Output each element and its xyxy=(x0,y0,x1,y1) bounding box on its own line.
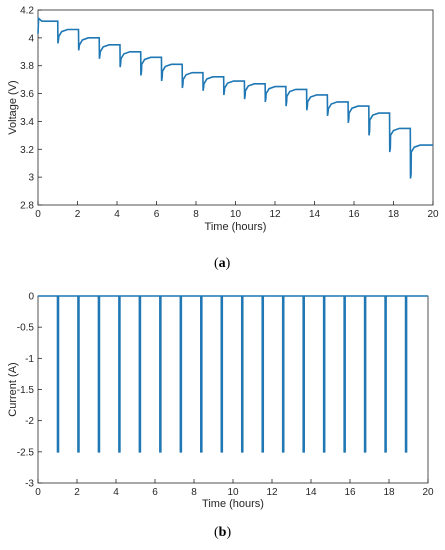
voltage-y-tick-label: 4.2 xyxy=(20,6,34,17)
current-x-tick-label: 4 xyxy=(113,487,119,498)
voltage-y-tick-label: 3.8 xyxy=(20,61,34,72)
voltage-x-tick-label: 0 xyxy=(35,209,41,220)
voltage-x-tick-label: 18 xyxy=(388,209,400,220)
voltage-y-tick-label: 2.8 xyxy=(20,201,34,212)
voltage-x-tick-label: 6 xyxy=(154,209,160,220)
current-x-tick-label: 20 xyxy=(422,487,434,498)
current-x-tick-label: 14 xyxy=(305,487,317,498)
current-x-tick-label: 8 xyxy=(191,487,197,498)
voltage-x-tick-label: 2 xyxy=(75,209,81,220)
voltage-panel: 0 2 4 6 8 10 12 14 16 18 20 2.8 3 3.2 3.4 3.6 3.8 4 4.2 T… xyxy=(7,6,439,234)
current-y-tick-label: -1 xyxy=(25,354,34,365)
current-x-tick-label: 2 xyxy=(74,487,80,498)
voltage-y-tick-label: 4 xyxy=(28,33,34,44)
current-x-tick-label: 16 xyxy=(344,487,356,498)
caption-b: (b) xyxy=(214,525,232,540)
voltage-plot-frame xyxy=(37,9,434,206)
current-x-tick-label: 18 xyxy=(383,487,395,498)
voltage-y-tick-label: 3 xyxy=(28,173,34,184)
voltage-x-tick-label: 20 xyxy=(427,209,439,220)
voltage-x-tick-label: 10 xyxy=(230,209,242,220)
voltage-x-ticks: 0 2 4 6 8 10 12 14 16 18 20 xyxy=(35,201,439,220)
current-panel: 0 2 4 6 8 10 12 14 16 18 20 0 -0.5 -1 -1.5 -2 -2.5 -3 Ti… xyxy=(7,292,434,511)
voltage-y-ticks: 2.8 3 3.2 3.4 3.6 3.8 4 4.2 xyxy=(20,6,42,212)
current-y-tick-label: -2 xyxy=(25,416,34,427)
voltage-x-tick-label: 4 xyxy=(114,209,120,220)
current-x-axis-label: Time (hours) xyxy=(202,498,264,510)
voltage-x-tick-label: 8 xyxy=(193,209,199,220)
current-y-tick-label: -2.5 xyxy=(17,447,35,458)
voltage-y-tick-label: 3.2 xyxy=(20,145,34,156)
current-y-axis-label: Current (A) xyxy=(7,362,19,416)
current-series-line xyxy=(38,295,428,453)
voltage-x-tick-label: 16 xyxy=(348,209,360,220)
current-y-tick-label: -3 xyxy=(25,479,34,490)
current-x-tick-label: 0 xyxy=(35,487,41,498)
caption-a: (a) xyxy=(214,256,231,271)
current-x-ticks: 0 2 4 6 8 10 12 14 16 18 20 xyxy=(35,479,434,498)
voltage-x-axis-label: Time (hours) xyxy=(205,221,267,233)
voltage-y-tick-label: 3.4 xyxy=(20,117,34,128)
voltage-x-tick-label: 14 xyxy=(309,209,321,220)
current-x-tick-label: 12 xyxy=(266,487,278,498)
voltage-y-axis-label: Voltage (V) xyxy=(7,80,19,134)
current-y-tick-label: 0 xyxy=(28,292,34,303)
current-plot-frame xyxy=(37,295,429,484)
voltage-y-tick-label: 3.6 xyxy=(20,89,34,100)
current-y-tick-label: -1.5 xyxy=(17,385,35,396)
voltage-series-line xyxy=(37,16,433,179)
voltage-x-tick-label: 12 xyxy=(269,209,281,220)
current-y-tick-label: -0.5 xyxy=(17,323,35,334)
current-x-tick-label: 6 xyxy=(152,487,158,498)
current-x-tick-label: 10 xyxy=(227,487,239,498)
